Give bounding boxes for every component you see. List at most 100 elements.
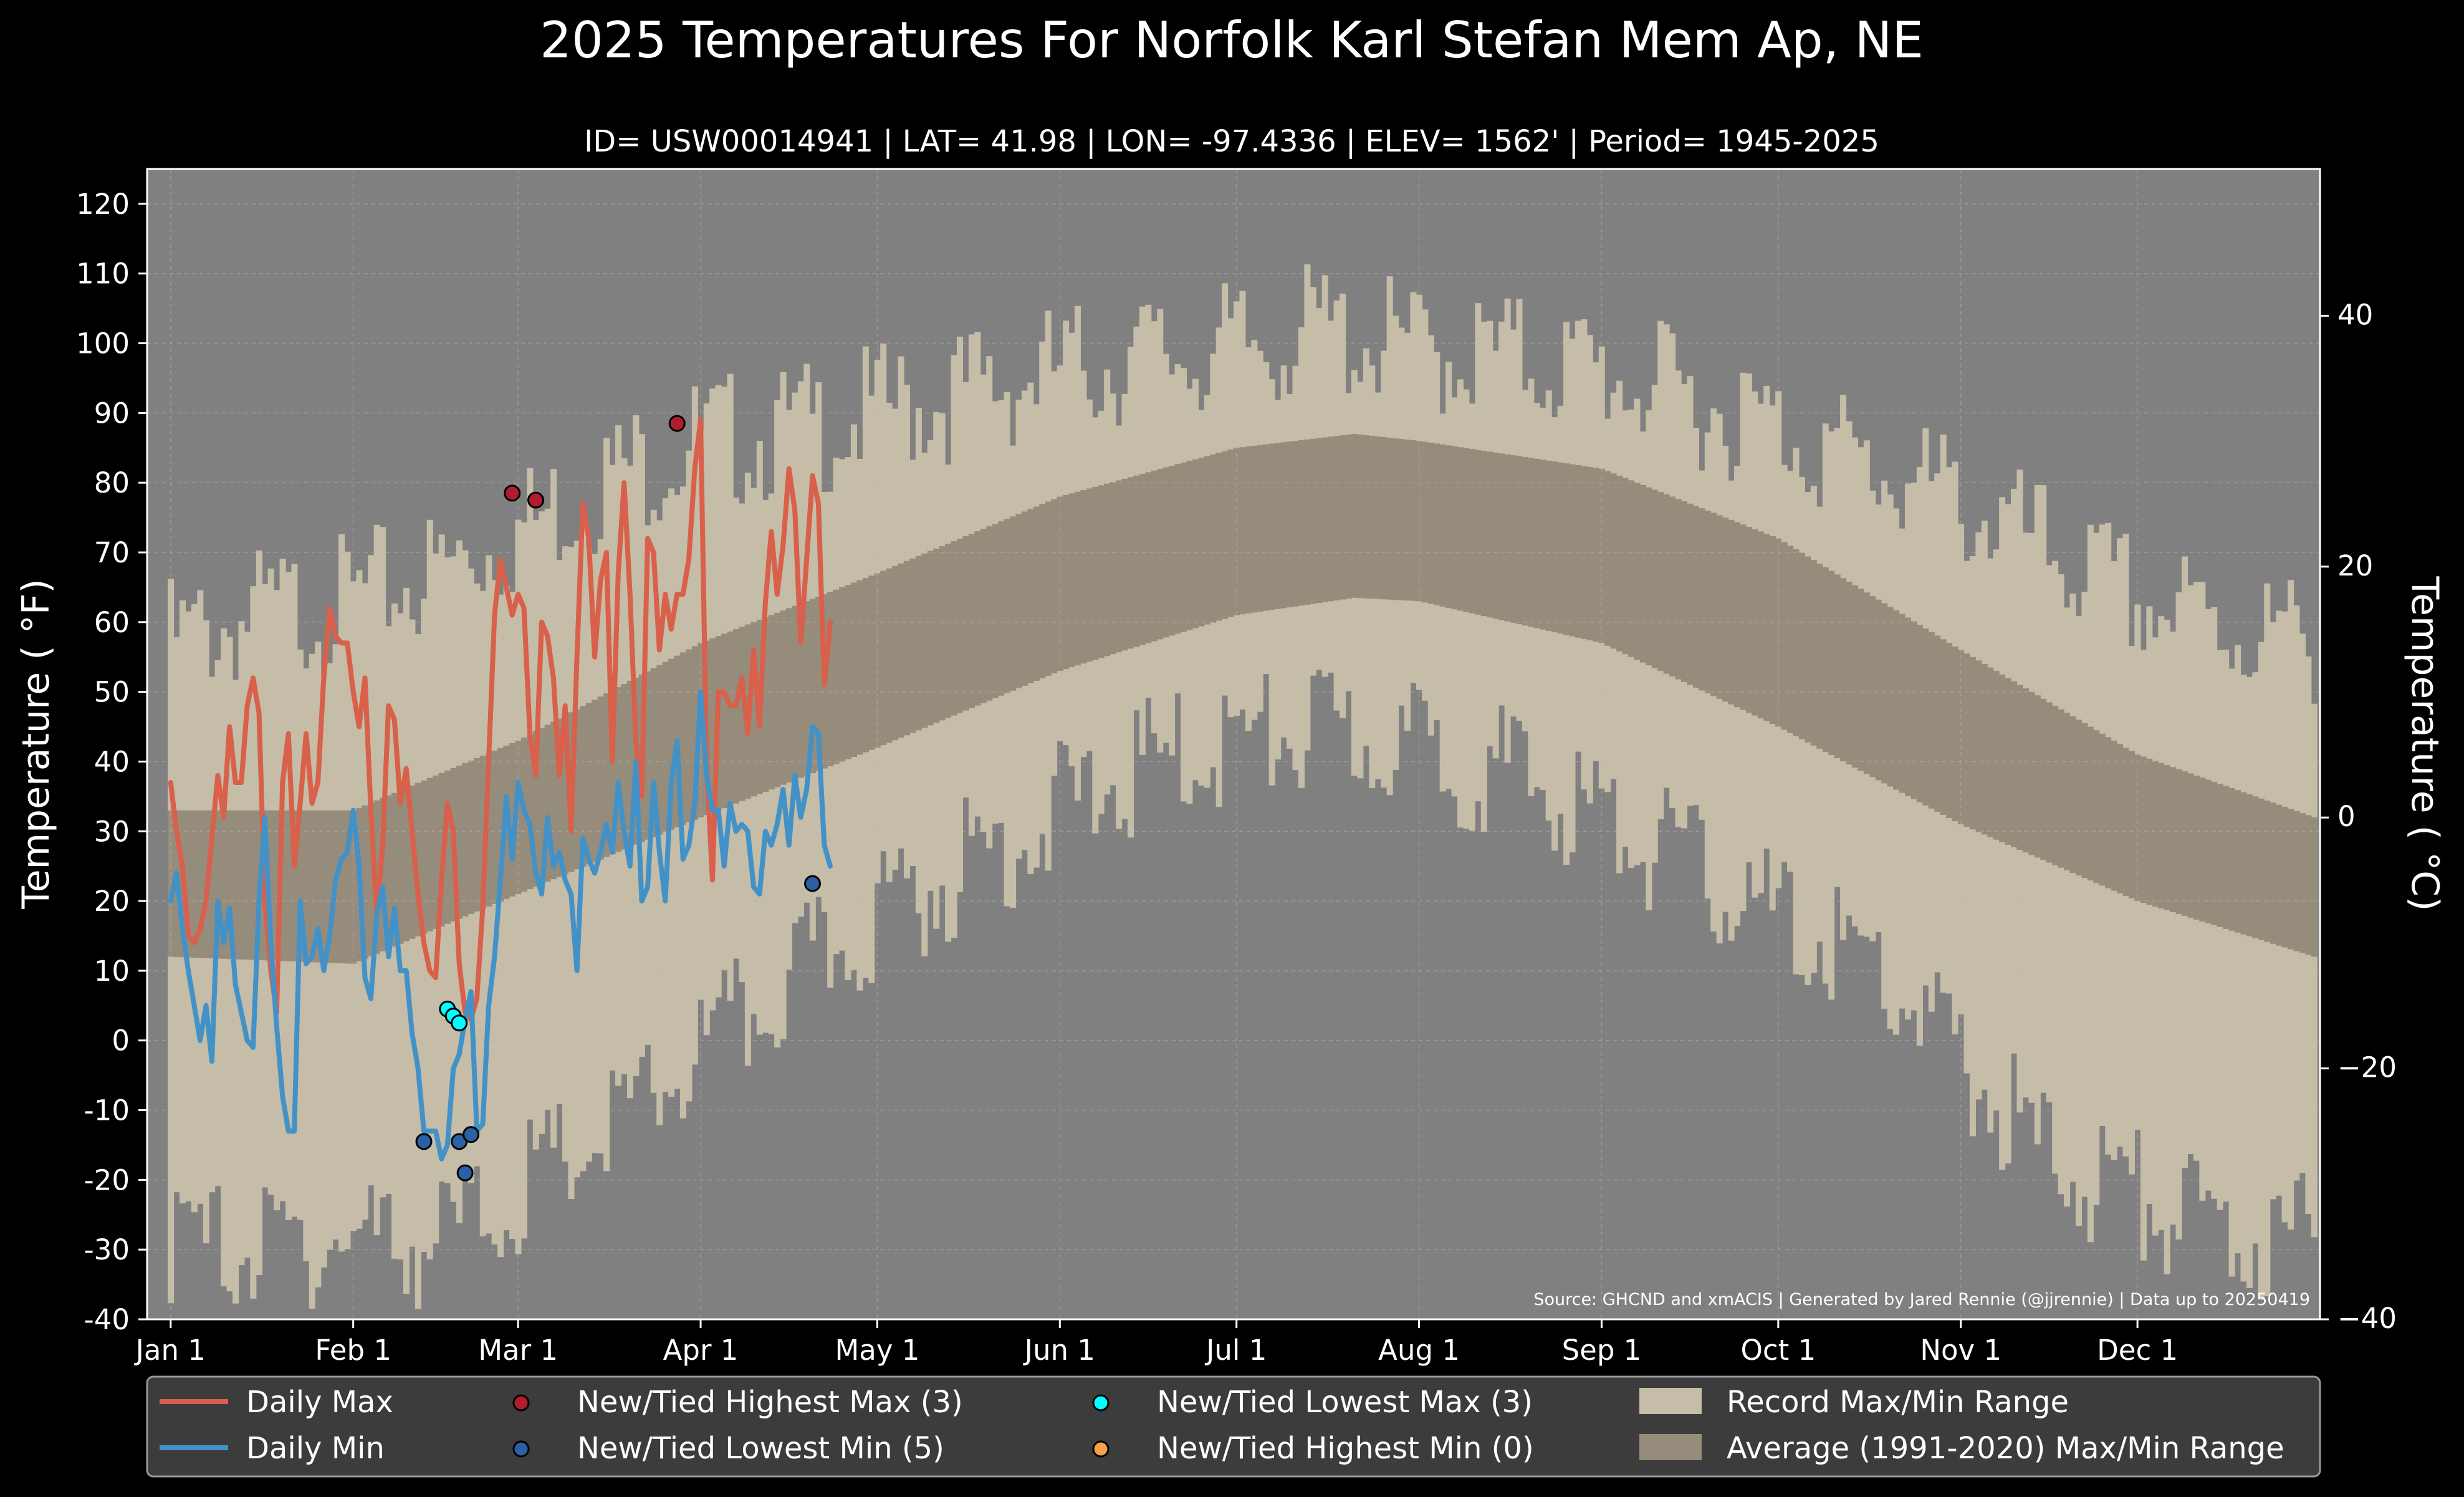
normal-range-bar	[2228, 787, 2235, 931]
normal-range-bar	[556, 718, 563, 877]
legend-swatch-new-highest-min	[1092, 1440, 1110, 1458]
normal-range-bar	[980, 529, 987, 703]
new-lowest-min-marker	[456, 1164, 474, 1182]
normal-range-bar	[1192, 459, 1199, 628]
normal-range-bar	[1427, 442, 1434, 604]
normal-range-bar	[792, 605, 798, 781]
normal-range-bar	[1080, 490, 1087, 664]
record-range-bar	[491, 580, 498, 1244]
normal-range-bar	[2099, 733, 2106, 886]
normal-range-bar	[444, 770, 451, 924]
normal-range-bar	[1934, 635, 1941, 812]
normal-range-bar	[1540, 460, 1546, 630]
record-range-bar	[2164, 619, 2170, 1274]
normal-range-bar	[315, 810, 322, 963]
normal-range-bar	[1275, 443, 1282, 609]
normal-range-bar	[2205, 779, 2212, 923]
normal-range-bar	[1946, 643, 1953, 818]
normal-range-bar	[626, 680, 633, 847]
y-axis-title-right: Temperature ( °C)	[2403, 576, 2447, 912]
normal-range-bar	[309, 810, 315, 963]
normal-range-bar	[1162, 467, 1169, 638]
normal-range-bar	[1569, 464, 1576, 637]
normal-range-bar	[385, 795, 392, 949]
record-range-bar	[497, 594, 504, 1258]
normal-range-bar	[1657, 492, 1664, 671]
x-tick-label: Feb 1	[315, 1334, 391, 1367]
normal-range-bar	[1634, 483, 1641, 660]
normal-range-bar	[827, 592, 834, 766]
normal-range-bar	[1516, 456, 1523, 625]
normal-range-bar	[2235, 790, 2241, 933]
normal-range-bar	[951, 541, 957, 716]
normal-range-bar	[862, 578, 869, 753]
record-range-bar	[2158, 616, 2165, 1230]
normal-range-bar	[1321, 437, 1328, 602]
normal-range-bar	[1940, 639, 1947, 815]
normal-range-bar	[585, 703, 592, 865]
normal-range-bar	[933, 548, 940, 723]
normal-range-bar	[1840, 578, 1847, 762]
normal-range-bar	[592, 700, 598, 862]
normal-range-bar	[2081, 723, 2088, 878]
normal-range-bar	[1086, 488, 1093, 662]
record-range-bar	[2240, 675, 2247, 1282]
normal-range-bar	[397, 790, 404, 944]
normal-range-bar	[662, 662, 669, 832]
normal-range-bar	[1416, 441, 1422, 602]
normal-range-bar	[497, 748, 504, 902]
legend-item-record-range: Record Max/Min Range	[1639, 1385, 2069, 1420]
normal-range-bar	[1545, 460, 1552, 631]
normal-range-bar	[1063, 494, 1070, 670]
normal-range-bar	[2181, 771, 2188, 916]
normal-range-bar	[1498, 453, 1505, 620]
record-range-bar	[415, 633, 421, 1309]
normal-range-bar	[1381, 436, 1388, 600]
x-tick-label: Dec 1	[2097, 1334, 2178, 1367]
normal-range-bar	[168, 810, 175, 957]
normal-range-bar	[1180, 462, 1187, 632]
normal-range-bar	[1993, 671, 2000, 840]
normal-range-bar	[1104, 483, 1111, 657]
normal-range-bar	[615, 687, 622, 852]
new-lowest-min-marker	[463, 1126, 480, 1143]
plot-area: Source: GHCND and xmACIS | Generated by …	[146, 168, 2321, 1321]
y-tick-label: 70	[94, 536, 130, 569]
normal-range-bar	[1157, 469, 1164, 640]
normal-range-bar	[2052, 706, 2059, 865]
new-highest-max-marker	[668, 415, 686, 432]
normal-range-bar	[750, 622, 757, 797]
normal-range-bar	[1439, 444, 1446, 607]
normal-range-bar	[1893, 610, 1900, 790]
normal-range-bar	[927, 551, 934, 726]
normal-range-bar	[1298, 440, 1305, 606]
normal-range-bar	[214, 810, 221, 959]
y-axis-title-left: Temperature ( °F)	[14, 579, 58, 910]
normal-range-bar	[1127, 477, 1134, 649]
normal-range-bar	[474, 758, 481, 912]
normal-range-bar	[2258, 798, 2265, 940]
normal-range-bar	[1074, 491, 1081, 666]
normal-range-bar	[1875, 599, 1882, 781]
normal-range-bar	[267, 810, 274, 961]
normal-range-bar	[1981, 663, 1988, 835]
daily-min-line	[168, 689, 833, 1162]
normal-range-bar	[2293, 811, 2300, 951]
record-range-bar	[2069, 593, 2076, 1182]
normal-range-bar	[1752, 529, 1758, 716]
normal-range-bar	[1198, 457, 1205, 627]
y-tick-label: -10	[84, 1094, 130, 1127]
normal-range-bar	[668, 658, 675, 830]
normal-range-bar	[1316, 438, 1323, 604]
record-range-bar	[2152, 637, 2159, 1236]
normal-range-bar	[1975, 660, 1982, 832]
normal-range-bar	[845, 585, 851, 759]
normal-range-bar	[833, 589, 840, 764]
normal-range-bar	[1551, 461, 1558, 633]
normal-range-bar	[1663, 494, 1670, 674]
normal-range-bar	[1533, 458, 1540, 628]
record-range-bar	[226, 637, 233, 1292]
normal-range-bar	[650, 668, 657, 837]
normal-range-bar	[491, 750, 498, 904]
normal-range-bar	[1239, 447, 1246, 615]
